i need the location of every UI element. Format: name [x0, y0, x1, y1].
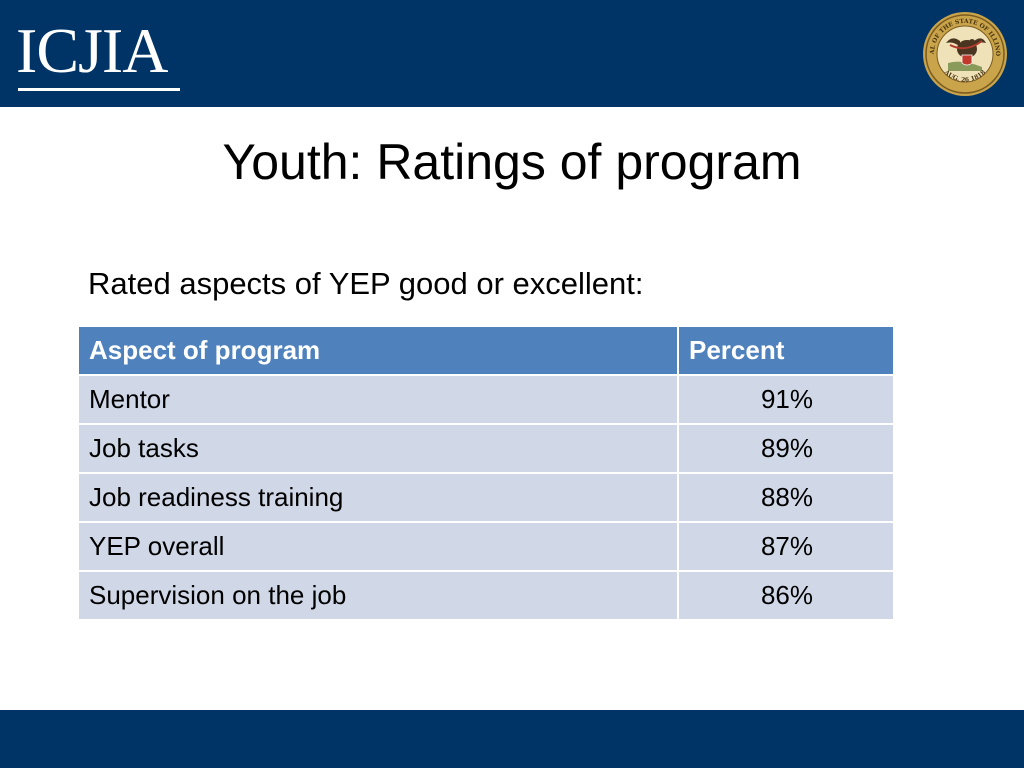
footer-bar: [0, 710, 1024, 768]
illinois-state-seal: SEAL OF THE STATE OF ILLINOIS AUG. 26 18…: [922, 11, 1008, 97]
percent-cell: 89%: [677, 423, 895, 474]
slide-subtitle: Rated aspects of YEP good or excellent:: [88, 266, 644, 301]
logo-text: ICJIA: [16, 15, 168, 86]
header-aspect: Aspect of program: [77, 325, 679, 376]
aspect-cell: Job readiness training: [77, 472, 679, 523]
table-row: Job tasks 89%: [77, 423, 895, 474]
table-row: YEP overall 87%: [77, 521, 895, 572]
percent-cell: 86%: [677, 570, 895, 621]
ratings-table: Aspect of program Percent Mentor 91% Job…: [77, 325, 895, 621]
icjia-logo: ICJIA: [16, 15, 180, 92]
aspect-cell: YEP overall: [77, 521, 679, 572]
percent-cell: 87%: [677, 521, 895, 572]
aspect-cell: Supervision on the job: [77, 570, 679, 621]
table-header-row: Aspect of program Percent: [77, 325, 895, 376]
header-percent: Percent: [677, 325, 895, 376]
aspect-cell: Mentor: [77, 374, 679, 425]
aspect-cell: Job tasks: [77, 423, 679, 474]
header-bar: ICJIA SEAL OF THE STATE OF ILLINOIS AUG.…: [0, 0, 1024, 107]
table-row: Job readiness training 88%: [77, 472, 895, 523]
slide-title: Youth: Ratings of program: [222, 134, 802, 190]
logo-underline: [18, 88, 180, 91]
percent-cell: 91%: [677, 374, 895, 425]
seal-graphic: SEAL OF THE STATE OF ILLINOIS AUG. 26 18…: [922, 11, 1007, 96]
percent-cell: 88%: [677, 472, 895, 523]
table-row: Mentor 91%: [77, 374, 895, 425]
table-row: Supervision on the job 86%: [77, 570, 895, 621]
